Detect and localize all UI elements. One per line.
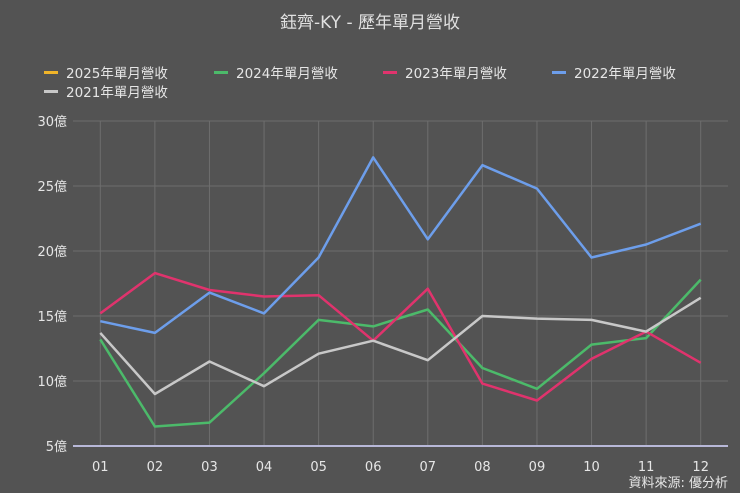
y-tick-label: 5億 — [46, 439, 67, 455]
legend-swatch-2023 — [383, 70, 397, 74]
series-line-2022[interactable] — [100, 156, 702, 335]
x-tick-label: 03 — [201, 460, 218, 475]
chart-title: 鈺齊-KY - 歷年單月營收 — [279, 13, 460, 33]
legend-swatch-2024 — [214, 70, 228, 74]
legend-label: 2021年單月營收 — [66, 85, 168, 101]
y-tick-label: 20億 — [37, 244, 67, 260]
legend-swatch-2022 — [552, 70, 566, 74]
x-tick-label: 11 — [638, 460, 655, 475]
x-tick-label: 02 — [147, 460, 164, 475]
x-tick-label: 05 — [310, 460, 327, 475]
x-tick-label: 08 — [474, 460, 491, 475]
x-tick-label: 10 — [583, 460, 600, 475]
x-tick-label: 07 — [420, 460, 437, 475]
x-tick-label: 04 — [256, 460, 273, 475]
legend-item-2023[interactable]: 2023年單月營收 — [383, 62, 507, 82]
legend-item-2025[interactable]: 2025年單月營收 — [44, 62, 168, 82]
legend-label: 2022年單月營收 — [574, 66, 676, 82]
data-source-label: 資料來源: 優分析 — [628, 476, 728, 491]
y-tick-label: 25億 — [37, 179, 67, 195]
y-tick-label: 30億 — [37, 114, 67, 130]
legend-item-2022[interactable]: 2022年單月營收 — [552, 62, 676, 82]
legend-item-2021[interactable]: 2021年單月營收 — [44, 81, 168, 101]
legend-label: 2024年單月營收 — [236, 66, 338, 82]
y-tick-label: 15億 — [37, 309, 67, 325]
series-line-2021[interactable] — [99, 296, 702, 396]
x-tick-label: 12 — [692, 460, 709, 475]
x-tick-label: 01 — [92, 460, 109, 475]
legend-label: 2025年單月營收 — [66, 66, 168, 82]
legend-item-2024[interactable]: 2024年單月營收 — [214, 62, 338, 82]
legend-swatch-2025 — [44, 70, 58, 74]
x-tick-label: 06 — [365, 460, 382, 475]
series-line-2024[interactable] — [99, 278, 702, 428]
legend-swatch-2021 — [44, 89, 58, 93]
legend-label: 2023年單月營收 — [405, 66, 507, 82]
x-tick-label: 09 — [529, 460, 546, 475]
series-line-2023[interactable] — [99, 271, 702, 402]
y-tick-label: 10億 — [37, 374, 67, 390]
